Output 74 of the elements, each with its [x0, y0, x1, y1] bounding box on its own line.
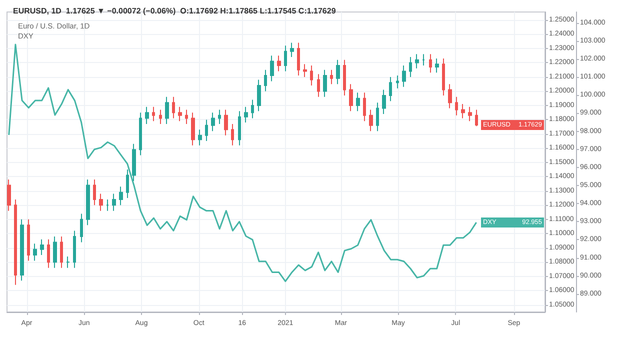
candlestick: [218, 109, 221, 124]
candlestick: [7, 179, 11, 212]
candlestick: [323, 69, 327, 98]
candlestick: [422, 54, 425, 66]
candlestick: [415, 54, 419, 69]
candlestick: [238, 110, 241, 146]
candlestick: [172, 96, 175, 119]
candlestick: [442, 58, 445, 96]
candlestick: [376, 102, 379, 132]
candlestick: [349, 84, 353, 112]
candlestick: [53, 236, 57, 268]
candlestick: [264, 69, 267, 92]
candlestick: [402, 65, 406, 88]
candlestick: [86, 179, 90, 226]
candlestick: [20, 218, 24, 282]
candlestick: [455, 96, 458, 116]
candlestick: [165, 96, 169, 124]
candlestick: [132, 143, 136, 182]
candlestick: [330, 69, 333, 85]
candlestick: [475, 109, 478, 127]
candlestick: [409, 56, 412, 78]
candlestick: [224, 109, 228, 136]
candlestick: [369, 109, 373, 132]
candlestick: [145, 106, 149, 124]
candlestick: [468, 106, 472, 122]
candlestick: [356, 92, 360, 112]
candlestick: [27, 218, 30, 262]
candlestick: [66, 256, 70, 268]
candlestick: [435, 58, 439, 74]
candlestick: [139, 112, 142, 156]
candlestick: [389, 76, 392, 102]
candlestick: [73, 230, 76, 268]
candlestick: [178, 106, 182, 122]
candlestick: [284, 45, 287, 72]
candlestick: [14, 198, 17, 286]
candlestick: [297, 42, 300, 76]
candlestick: [205, 119, 208, 142]
candlestick: [461, 104, 465, 119]
candlestick: [198, 129, 202, 146]
candlestick: [152, 106, 155, 122]
candlestick: [99, 193, 103, 212]
candlestick: [396, 75, 399, 89]
candlestick: [429, 54, 432, 74]
candlestick: [80, 213, 83, 243]
candlestick: [257, 79, 261, 112]
candlestick: [112, 193, 116, 212]
candlestick: [303, 64, 307, 78]
candlestick: [40, 238, 44, 256]
candlestick: [231, 123, 234, 146]
candlestick: [336, 59, 340, 85]
candlestick: [106, 198, 109, 212]
candlestick: [363, 92, 366, 122]
candlestick: [211, 112, 215, 132]
candlestick: [310, 65, 313, 86]
candlestick: [382, 89, 386, 114]
candlestick: [448, 84, 452, 109]
candlestick: [251, 99, 254, 119]
candlestick: [270, 55, 274, 82]
candlestick: [93, 179, 96, 206]
candlestick: [290, 42, 294, 58]
candlestick: [126, 169, 129, 199]
candlestick: [317, 74, 320, 98]
line-series: [8, 44, 478, 282]
candlestick: [244, 106, 248, 124]
candlestick: [47, 238, 50, 268]
candlestick: [119, 186, 123, 206]
candlestick: [159, 109, 162, 124]
candlestick: [185, 109, 188, 124]
candlestick: [60, 236, 63, 268]
candlestick: [33, 243, 37, 262]
candlestick: [277, 55, 281, 72]
chart-title: EURUSD, 1D 1.17625 ▼ −0.00072 (−0.06%) O:1.17692 H:1.17865 L:1.17545 C:1.17629: [13, 6, 336, 16]
candlestick: [191, 112, 195, 146]
candlestick: [343, 59, 346, 96]
